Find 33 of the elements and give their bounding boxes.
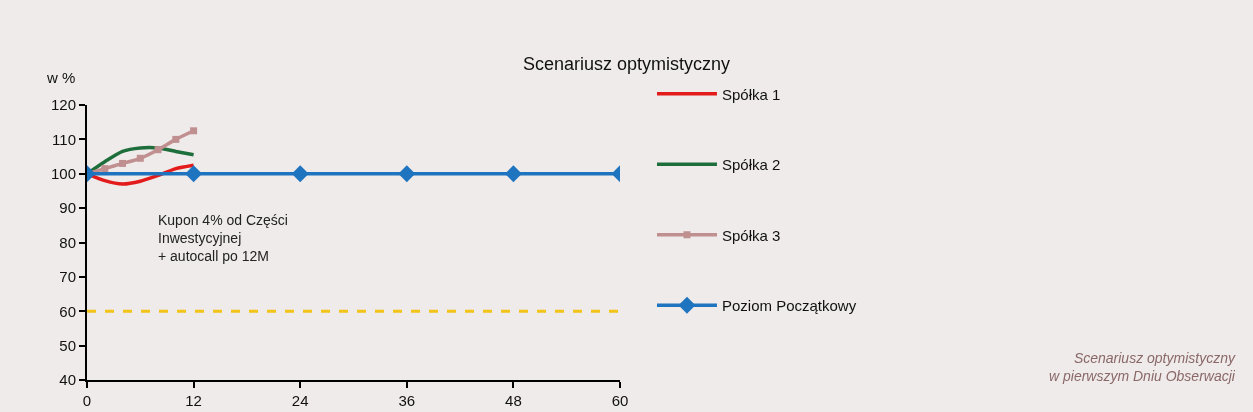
point <box>119 159 127 167</box>
legend-label: Spółka 1 <box>721 85 781 103</box>
x-tick-label: 0 <box>82 392 92 409</box>
y-tick-label: 60 <box>59 302 76 320</box>
y-tick-label: 100 <box>50 165 76 182</box>
annotation: Kupon 4% od Części Inwestycyjnej + autocall po 12M <box>158 212 288 265</box>
point <box>185 165 203 183</box>
text: Scenariusz optymistyczny w pierwszym Dniu Obserwacji <box>1049 350 1236 385</box>
chart-title: Scenariusz optymistyczny <box>522 54 731 75</box>
y-tick-label: 90 <box>59 199 76 217</box>
x-tick-label: 12 <box>185 392 202 409</box>
y-tick-label: 110 <box>52 130 76 148</box>
y-tick-label: 40 <box>59 371 76 389</box>
y-tick-label: 70 <box>59 268 76 286</box>
point <box>190 127 198 135</box>
point <box>101 165 109 173</box>
legend-label: Spółka 3 <box>721 226 781 244</box>
x-tick-label: 48 <box>505 392 522 409</box>
legend-label: Poziom Początkowy <box>721 297 857 315</box>
point <box>154 146 162 154</box>
x-tick-label: 60 <box>611 392 629 409</box>
x-tick-label: 36 <box>398 392 416 409</box>
y-tick-label: 120 <box>50 96 76 114</box>
point <box>291 165 309 183</box>
y-tick-label: 50 <box>59 336 76 354</box>
y-axis-title: w % <box>46 69 76 86</box>
y-tick-label: 80 <box>59 233 76 251</box>
point <box>398 165 416 183</box>
point <box>172 135 180 143</box>
point <box>136 154 144 162</box>
legend-label: Spółka 2 <box>721 156 781 174</box>
x-tick-label: 24 <box>291 392 309 409</box>
point <box>504 165 522 183</box>
